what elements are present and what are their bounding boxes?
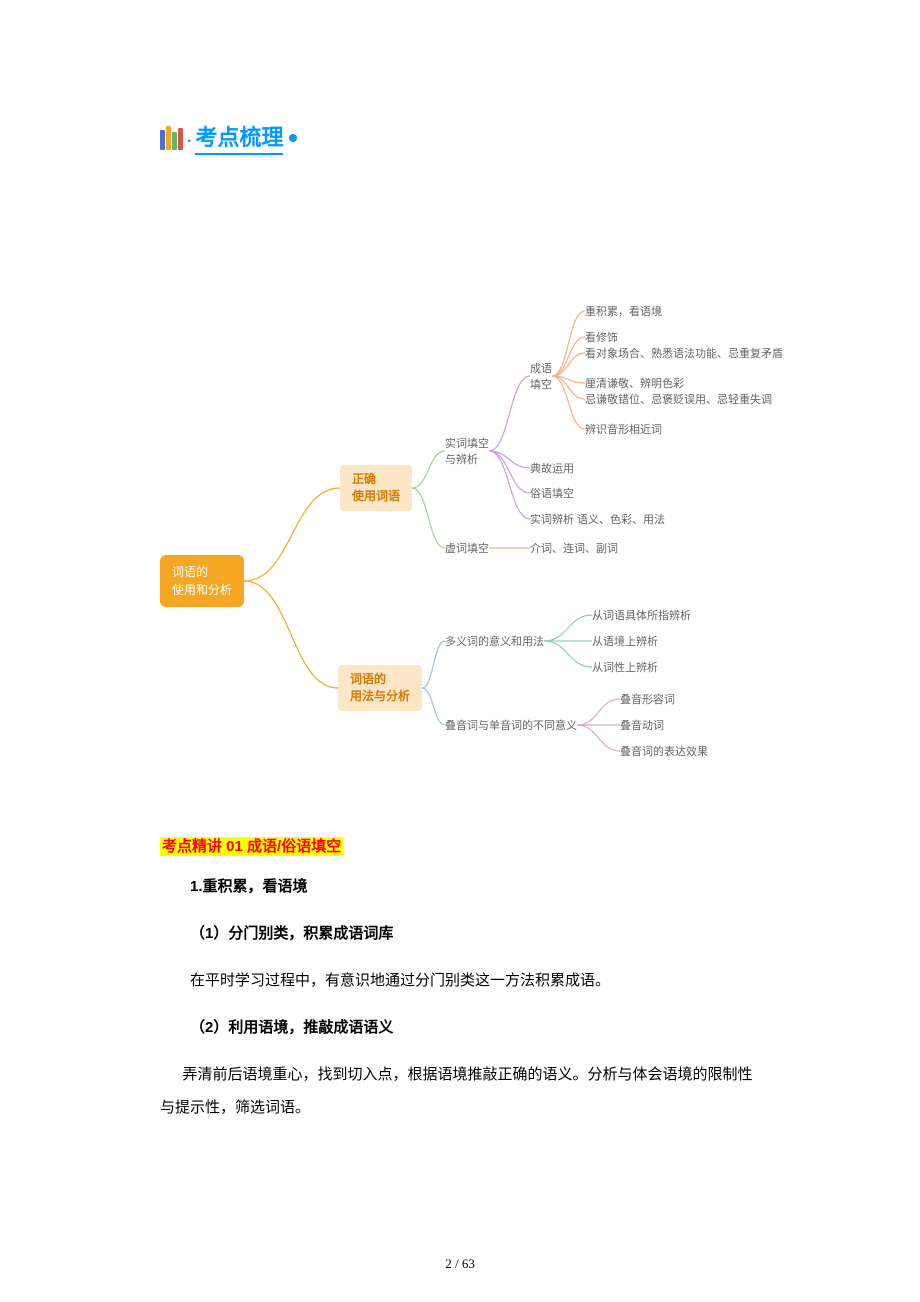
mindmap-node: 从语境上辨析 — [592, 633, 658, 649]
mindmap-node: 叠音动词 — [620, 717, 664, 733]
para-1: 1.重积累，看语境 — [160, 870, 760, 903]
page-sep: / — [452, 1256, 462, 1271]
para-2: （1）分门别类，积累成语词库 — [160, 917, 760, 950]
page-total: 63 — [462, 1256, 475, 1271]
mindmap-node: 忌谦敬错位、忌褒贬误用、忌轻重失调 — [585, 391, 772, 407]
mindmap-node: 实词辨析 语义、色彩、用法 — [530, 511, 665, 527]
mindmap-node: 成语填空 — [530, 360, 552, 392]
mindmap-node: 从词性上辨析 — [592, 659, 658, 675]
mindmap-node: 看修饰 — [585, 329, 618, 345]
content-body: 考点精讲 01 成语/俗语填空 1.重积累，看语境 （1）分门别类，积累成语词库… — [160, 835, 760, 1124]
mindmap-node: 词语的使用和分析 — [160, 555, 244, 607]
mindmap: 词语的使用和分析 正确使用词语词语的用法与分析 实词填空与辨析虚词填空多义词的意义和… — [160, 285, 760, 795]
mindmap-node: 叠音词与单音词的不同意义 — [445, 717, 577, 733]
mindmap-node: 词语的用法与分析 — [338, 665, 422, 711]
para-5: 弄清前后语境重心，找到切入点，根据语境推敲正确的语义。分析与体会语境的限制性与提… — [160, 1058, 760, 1124]
mindmap-node: 叠音词的表达效果 — [620, 743, 708, 759]
books-icon — [160, 126, 183, 150]
mindmap-node: 多义词的意义和用法 — [445, 633, 544, 649]
mindmap-node: 重积累，看语境 — [585, 303, 662, 319]
page-number: 2 / 63 — [0, 1256, 920, 1272]
mindmap-node: 从词语具体所指辨析 — [592, 607, 691, 623]
section-highlight-title: 考点精讲 01 成语/俗语填空 — [160, 837, 343, 856]
mindmap-node: 实词填空与辨析 — [445, 435, 489, 467]
mindmap-node: 叠音形容词 — [620, 691, 675, 707]
mindmap-node: 正确使用词语 — [340, 465, 412, 511]
header-badge: . 考点梳理 — [160, 120, 760, 155]
mindmap-node: 看对象场合、熟悉语法功能、忌重复矛盾 — [585, 345, 783, 361]
para-4: （2）利用语境，推敲成语语义 — [160, 1011, 760, 1044]
para-3: 在平时学习过程中，有意识地通过分门别类这一方法积累成语。 — [160, 964, 760, 997]
mindmap-node: 俗语填空 — [530, 485, 574, 501]
mindmap-node: 虚词填空 — [445, 540, 489, 556]
header-title: 考点梳理 — [195, 120, 283, 155]
mindmap-node: 介词、连词、副词 — [530, 540, 618, 556]
header-dot-left: . — [187, 129, 191, 147]
mindmap-node: 厘清谦敬、辨明色彩 — [585, 375, 684, 391]
mindmap-node: 辨识音形相近词 — [585, 421, 662, 437]
header-dot-right — [289, 134, 297, 142]
mindmap-node: 典故运用 — [530, 460, 574, 476]
